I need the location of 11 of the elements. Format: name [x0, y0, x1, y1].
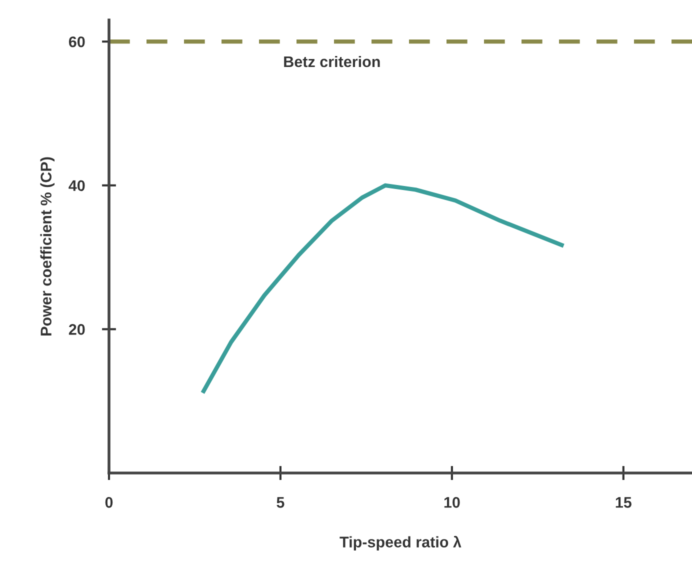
y-tick-label: 40 — [68, 180, 85, 192]
y-tick-label: 20 — [68, 324, 85, 335]
x-tick-label: 15 — [616, 497, 632, 508]
ref-line-label: Betz criterion — [284, 56, 380, 68]
x-axis-title: Tip-speed ratio λ — [340, 536, 462, 550]
y-axis-title: Power coefficient % (CP) — [40, 157, 55, 336]
line-series — [202, 183, 564, 394]
x-tick-label: 10 — [444, 497, 460, 508]
x-tick-label: 0 — [105, 497, 113, 508]
y-tick-label: 60 — [68, 36, 85, 48]
x-tick-label: 5 — [276, 497, 284, 508]
